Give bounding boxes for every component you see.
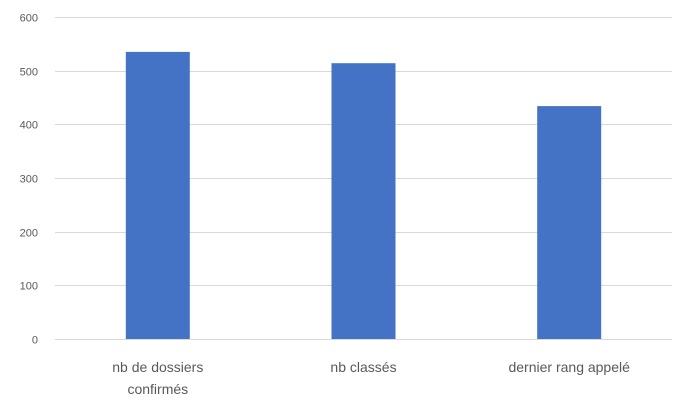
bars	[125, 51, 602, 340]
y-tick-label: 200	[20, 228, 38, 240]
bar	[537, 106, 602, 339]
y-tick-label: 0	[32, 335, 38, 347]
y-tick-label: 500	[20, 67, 38, 79]
bar	[125, 51, 190, 340]
y-tick-label: 600	[20, 13, 38, 25]
bar	[331, 63, 396, 339]
x-axis-labels: nb de dossiers confirmés nb classés dernier…	[112, 359, 630, 397]
y-tick-label: 300	[20, 174, 38, 186]
y-axis-ticks: 0 100 200 300 400 500 600	[20, 13, 38, 347]
x-category-label: nb classés	[330, 359, 396, 375]
x-category-label: confirmés	[127, 381, 188, 397]
x-category-label: dernier rang appelé	[508, 359, 630, 375]
y-tick-label: 100	[20, 281, 38, 293]
y-tick-label: 400	[20, 120, 38, 132]
x-category-label: nb de dossiers	[112, 359, 203, 375]
